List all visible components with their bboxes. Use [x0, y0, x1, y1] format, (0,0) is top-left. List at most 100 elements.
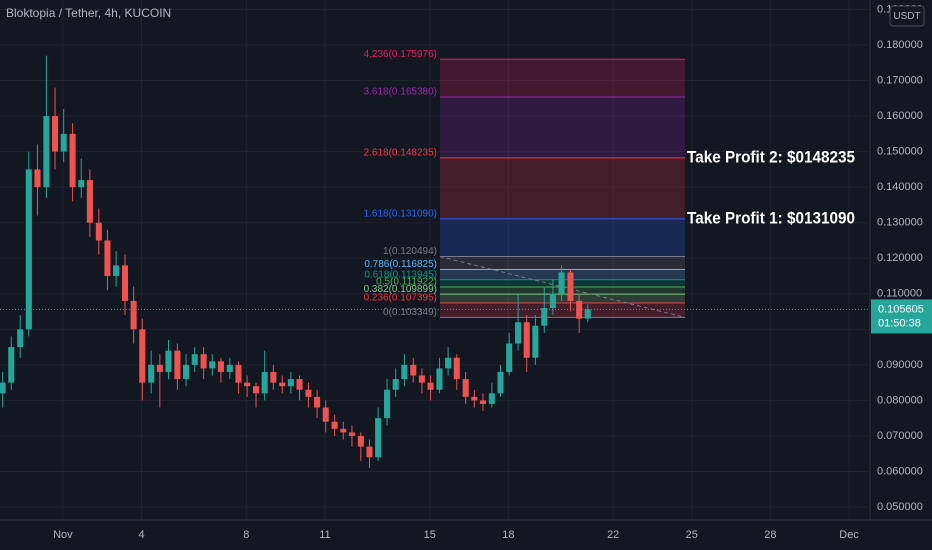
- x-tick-label: 22: [607, 529, 619, 541]
- x-tick-label: 18: [502, 529, 514, 541]
- candle-body: [567, 272, 574, 301]
- candle-body: [584, 309, 591, 319]
- annotation: Take Profit 1: $0131090: [687, 208, 855, 227]
- candle-body: [532, 325, 539, 358]
- candle-body: [191, 354, 198, 365]
- candle-body: [174, 350, 181, 380]
- chart-title: Bloktopia / Tether, 4h, KUCOIN: [6, 6, 171, 20]
- candle-body: [235, 364, 242, 383]
- candle-body: [252, 386, 260, 394]
- candle-body: [183, 364, 190, 380]
- candle-body: [43, 116, 50, 188]
- x-tick-label: 25: [686, 529, 698, 541]
- candle-body: [305, 389, 312, 397]
- candle-body: [25, 169, 32, 330]
- x-tick-label: 8: [243, 529, 249, 541]
- currency-box[interactable]: [889, 5, 925, 27]
- candle-body: [515, 322, 522, 344]
- fib-label: 0.618(0.113945): [364, 269, 437, 280]
- fib-band: [439, 96, 685, 158]
- fib-label: 3.618(0.165380): [364, 87, 437, 98]
- candle-body: [0, 382, 6, 394]
- y-tick-label: 0.080000: [877, 394, 923, 406]
- annotation: Take Profit 2: $0148235: [687, 147, 855, 166]
- y-tick-label: 0.120000: [877, 252, 923, 264]
- candle-body: [410, 364, 417, 376]
- candle-body: [78, 180, 85, 188]
- candle-body: [384, 389, 391, 419]
- fib-label: 0.786(0.116825): [364, 259, 437, 270]
- candle-body: [375, 418, 382, 458]
- y-tick-label: 0.050000: [877, 501, 923, 513]
- candle-body: [479, 400, 486, 404]
- candle-body: [418, 375, 425, 383]
- candle-body: [340, 428, 347, 433]
- y-tick-label: 0.070000: [877, 430, 923, 442]
- y-tick-label: 0.060000: [877, 465, 923, 477]
- candle-body: [104, 240, 111, 277]
- fib-label: 4.236(0.175976): [364, 49, 437, 60]
- candle-body: [8, 347, 15, 383]
- candle-body: [69, 133, 76, 188]
- candle-body: [270, 371, 277, 383]
- y-tick-label: 0.140000: [877, 181, 923, 193]
- candle-body: [95, 222, 102, 241]
- candle-body: [523, 322, 530, 358]
- candle-body: [453, 357, 460, 380]
- fib-band: [439, 256, 685, 270]
- candle-body: [314, 396, 321, 408]
- fib-label: 0(0.103349): [383, 307, 437, 318]
- last-price: 0.105605: [878, 303, 924, 315]
- candle-body: [165, 350, 172, 372]
- candle-body: [436, 368, 443, 390]
- y-tick-label: 0.160000: [877, 110, 923, 122]
- fib-band: [439, 157, 685, 219]
- candle-body: [52, 116, 59, 152]
- candle-body: [506, 343, 513, 372]
- fib-label: 1.618(0.131090): [364, 208, 437, 219]
- candle-body: [261, 371, 268, 394]
- candle-body: [139, 329, 146, 383]
- candle-body: [488, 393, 495, 404]
- y-tick-label: 0.180000: [877, 39, 923, 51]
- candle-body: [462, 379, 469, 397]
- candle-body: [401, 364, 408, 380]
- candle-body: [148, 364, 155, 383]
- y-tick-label: 0.170000: [877, 74, 923, 86]
- candle-body: [113, 265, 120, 277]
- candle-body: [279, 382, 286, 387]
- fib-band: [439, 303, 685, 318]
- fib-band: [439, 294, 685, 304]
- x-tick-label: Nov: [53, 529, 73, 541]
- candle-body: [497, 371, 504, 394]
- candle-body: [244, 382, 251, 387]
- candle-body: [130, 300, 137, 330]
- candle-body: [471, 396, 478, 401]
- candle-body: [287, 379, 294, 387]
- x-tick-label: 15: [424, 529, 436, 541]
- candle-body: [366, 446, 373, 458]
- candle-body: [348, 432, 355, 436]
- currency[interactable]: USDT: [893, 11, 920, 22]
- candle-body: [549, 293, 556, 308]
- countdown: 01:50:38: [878, 317, 921, 329]
- candle-body: [200, 354, 207, 369]
- candle-body: [541, 307, 548, 326]
- candle-body: [60, 133, 67, 152]
- last-price-box: [871, 299, 932, 334]
- x-tick-label: 4: [138, 529, 144, 541]
- candle-body: [445, 357, 452, 369]
- x-tick-label: Dec: [839, 529, 859, 541]
- fib-label: 0.382(0.109899): [364, 284, 437, 295]
- candle-body: [322, 407, 329, 422]
- y-tick-label: 0.150000: [877, 146, 923, 158]
- y-tick-label: 0.130000: [877, 217, 923, 229]
- candle-body: [121, 265, 129, 301]
- fib-band: [439, 59, 685, 97]
- candle-body: [296, 379, 303, 390]
- fib-label: 0.236(0.107395): [364, 293, 437, 304]
- fib-label: 2.618(0.148235): [364, 148, 437, 159]
- candle-body: [217, 361, 224, 372]
